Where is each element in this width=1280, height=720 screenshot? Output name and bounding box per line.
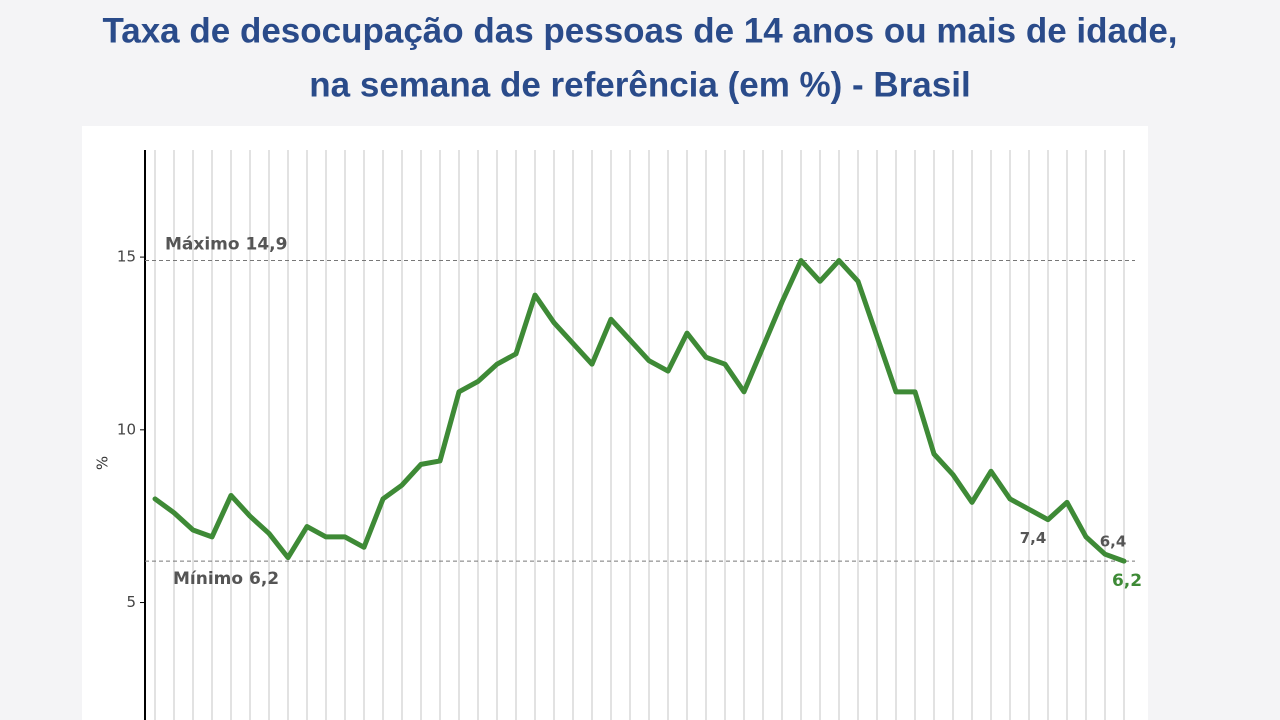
data-line: [152, 258, 1127, 564]
annotation: Mínimo 6,2: [173, 569, 279, 589]
chart-title: na semana de referência (em %) - Brasil: [309, 65, 970, 104]
y-tick-label: 5: [126, 593, 136, 611]
chart-title: Taxa de desocupação das pessoas de 14 an…: [102, 11, 1177, 50]
y-tick-label: 15: [117, 248, 136, 266]
y-tick-label: 10: [117, 420, 136, 438]
y-axis-label: %: [94, 456, 112, 470]
annotation: Máximo 14,9: [165, 235, 287, 255]
data-label: 6,2: [1112, 571, 1142, 591]
data-label: 6,4: [1100, 533, 1127, 551]
data-label: 7,4: [1020, 529, 1047, 547]
plot-panel: [82, 126, 1148, 720]
